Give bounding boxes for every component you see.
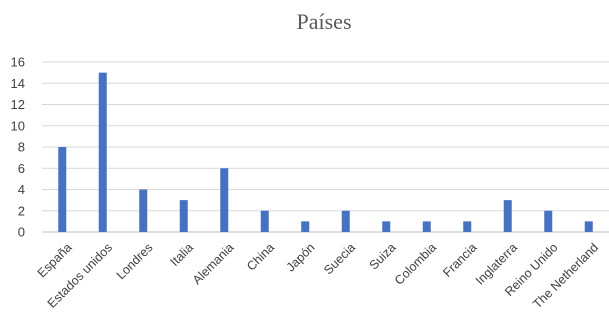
y-tick-label: 12 [11, 97, 25, 112]
x-category-label: Londres [114, 240, 156, 282]
bar [98, 72, 107, 232]
y-tick-label: 4 [18, 182, 25, 197]
bar [220, 168, 229, 232]
x-category-label: Francia [440, 240, 479, 279]
bars [58, 72, 593, 232]
bar [463, 221, 472, 232]
x-category-label: Suecia [321, 240, 358, 277]
bar [301, 221, 310, 232]
bar [58, 147, 67, 232]
x-category-label: Japón [284, 240, 318, 274]
y-tick-label: 0 [18, 225, 25, 240]
y-tick-label: 14 [11, 76, 25, 91]
gridlines [42, 61, 609, 233]
x-category-label: Italia [168, 240, 197, 269]
bar [503, 200, 512, 232]
bar [260, 210, 269, 232]
x-category-label: España [35, 240, 75, 280]
bar [179, 200, 188, 232]
bar [341, 210, 350, 232]
bar [139, 189, 148, 232]
bar [544, 210, 553, 232]
bar [382, 221, 391, 232]
y-tick-label: 10 [11, 118, 25, 133]
chart-title: Países [297, 9, 352, 34]
bar [584, 221, 593, 232]
y-tick-label: 8 [18, 140, 25, 155]
y-tick-label: 2 [18, 203, 25, 218]
x-category-label: Colombia [392, 240, 439, 287]
x-category-label: China [244, 240, 277, 273]
y-tick-label: 6 [18, 161, 25, 176]
bar [422, 221, 431, 232]
y-axis-ticks: 0 2 4 6 8 10 12 14 16 [11, 55, 25, 240]
y-tick-label: 16 [11, 55, 25, 70]
x-category-label: Alemania [190, 240, 237, 287]
x-category-label: Suiza [367, 240, 399, 272]
